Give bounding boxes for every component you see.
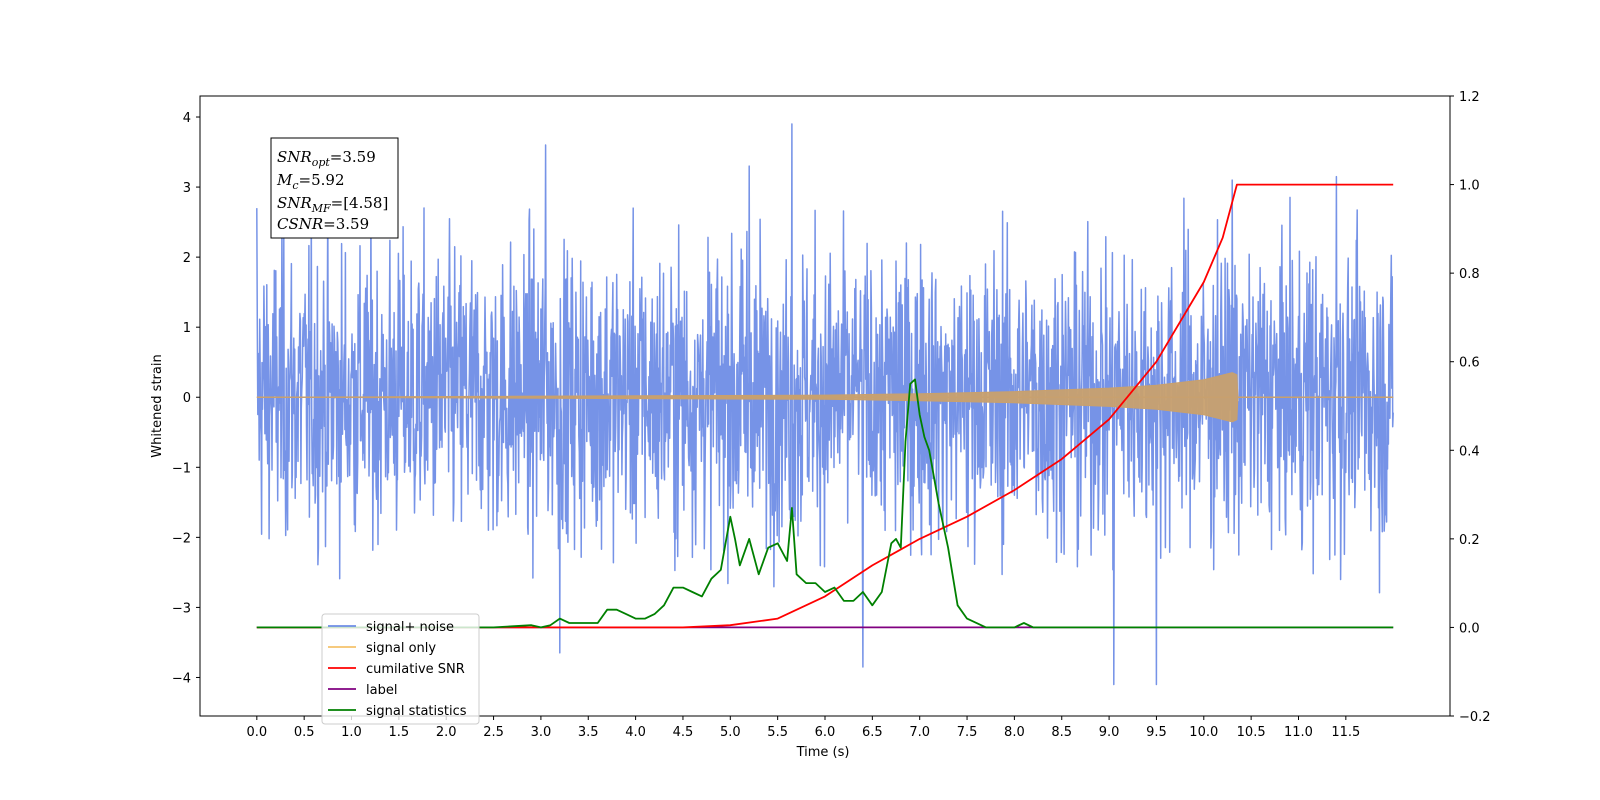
x-tick-label: 1.5 [389,725,410,740]
y-tick-label-left: 4 [183,111,191,126]
legend-entry: cumilative SNR [366,662,465,677]
x-tick-label: 11.5 [1331,725,1360,740]
annotation-snr-opt: SNRopt=3.59 [277,148,376,169]
x-tick-label: 8.5 [1051,725,1072,740]
x-tick-label: 7.5 [957,725,978,740]
y-tick-label-left: 3 [183,181,191,196]
y-tick-label-left: 0 [183,391,191,406]
y-axis-right: −0.2 0.0 0.2 0.4 0.6 0.8 1.0 1.2 [1450,90,1491,725]
x-tick-label: 0.5 [294,725,315,740]
x-tick-label: 5.0 [720,725,741,740]
signal-noise-line [256,123,1394,686]
x-tick-label: 4.0 [625,725,646,740]
x-tick-label: 2.0 [436,725,457,740]
y-tick-label-right: 0.6 [1459,356,1480,371]
legend-entry: signal only [366,641,436,656]
x-tick-label: 0.0 [246,725,267,740]
y-tick-label-right: 1.2 [1459,90,1480,105]
y-tick-label-right: −0.2 [1459,710,1491,725]
x-tick-label: 1.0 [341,725,362,740]
y-tick-label-left: −2 [172,531,191,546]
x-tick-label: 3.5 [578,725,599,740]
cumulative-snr-line [256,183,1394,629]
y-tick-label-right: 0.4 [1459,444,1480,459]
legend-entry: signal+ noise [366,620,454,635]
annotation-frame [270,137,399,239]
x-tick-label: 5.5 [767,725,788,740]
x-tick-label: 4.5 [673,725,694,740]
x-tick-label: 2.5 [483,725,504,740]
x-tick-label: 11.0 [1284,725,1313,740]
y-tick-label-right: 0.8 [1459,267,1480,282]
series-cumulative-snr [256,183,1394,629]
x-tick-label: 10.0 [1189,725,1218,740]
annotation-snr-mf: SNRMF=[4.58] [277,194,388,215]
x-axis: 0.0 0.5 1.0 1.5 2.0 2.5 3.0 3.5 4.0 4.5 5.0 5.5 6.0 6… [246,716,1360,740]
x-tick-label: 6.5 [862,725,883,740]
y-tick-label-left: 1 [183,321,191,336]
legend: signal+ noise signal only cumilative SNR la… [321,613,480,725]
annotation-mc: Mc=5.92 [276,171,345,192]
y-tick-label-left: −3 [172,601,191,616]
x-tick-label: 9.0 [1099,725,1120,740]
legend-frame [321,613,480,725]
annotation-csnr: CSNR=3.59 [277,215,369,233]
series-signal-statistics [256,378,1394,629]
y-axis-left: −4 −3 −2 −1 0 1 2 3 4 [172,111,200,686]
y-tick-label-left: −1 [172,461,191,476]
x-tick-label: 10.5 [1237,725,1266,740]
x-tick-label: 8.0 [1004,725,1025,740]
series-signal-only [256,372,1394,423]
x-axis-label: Time (s) [796,745,850,760]
annotation-box: SNRopt=3.59 Mc=5.92 SNRMF=[4.58] CSNR=3.… [270,137,399,239]
y-tick-label-right: 0.0 [1459,621,1480,636]
series-signal-noise [256,123,1394,686]
x-tick-label: 3.0 [531,725,552,740]
y-tick-label-left: 2 [183,251,191,266]
signal-statistics-line [256,378,1394,629]
x-tick-label: 7.0 [909,725,930,740]
y-tick-label-left: −4 [172,671,191,686]
legend-entry: label [366,683,397,698]
legend-entry: signal statistics [366,704,467,719]
x-tick-label: 9.5 [1146,725,1167,740]
y-axis-label: Whitened strain [150,354,165,457]
y-tick-label-right: 1.0 [1459,179,1480,194]
y-tick-label-right: 0.2 [1459,533,1480,548]
x-tick-label: 6.0 [815,725,836,740]
